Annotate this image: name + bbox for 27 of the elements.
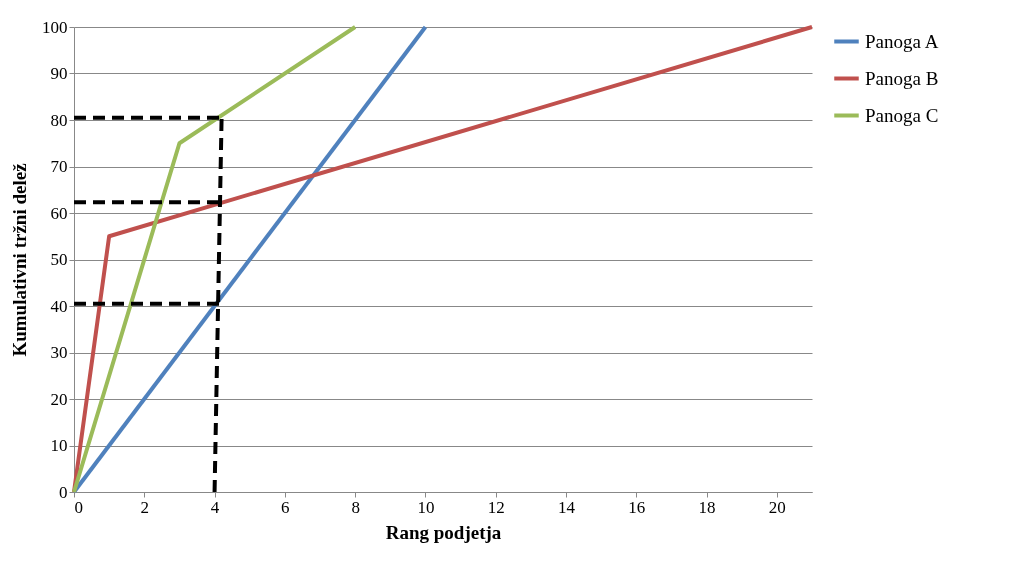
x-tick-label: 0 [74, 497, 83, 517]
x-tick-label: 14 [558, 497, 576, 517]
y-tick-label: 10 [50, 436, 68, 455]
legend-label: Panoga B [865, 67, 939, 89]
y-tick-label: 60 [50, 203, 68, 223]
x-tick-label: 20 [768, 497, 786, 517]
x-tick-label: 4 [210, 497, 220, 517]
y-tick-label: 80 [50, 110, 68, 130]
x-axis-title: Rang podjetja [385, 521, 502, 543]
x-tick-label: 8 [351, 497, 360, 517]
y-tick-label: 30 [50, 343, 68, 362]
y-axis-title: Kumulativni tržni delež [9, 162, 30, 357]
x-tick-label: 2 [140, 497, 150, 517]
y-tick-label: 20 [50, 389, 68, 409]
y-tick-label: 70 [50, 157, 68, 176]
x-tick-label: 16 [628, 497, 646, 517]
legend-label: Panoga C [865, 104, 939, 126]
x-tick-label: 18 [698, 497, 716, 517]
y-tick-label: 0 [59, 482, 68, 502]
legend-label: Panoga A [865, 30, 939, 52]
x-tick-label: 12 [487, 497, 505, 517]
y-tick-label: 40 [50, 296, 68, 316]
y-tick-label: 50 [50, 250, 68, 269]
x-tick-label: 6 [281, 497, 290, 517]
x-tick-label: 10 [417, 497, 435, 517]
y-tick-label: 90 [50, 64, 68, 83]
y-tick-label: 100 [42, 17, 68, 37]
